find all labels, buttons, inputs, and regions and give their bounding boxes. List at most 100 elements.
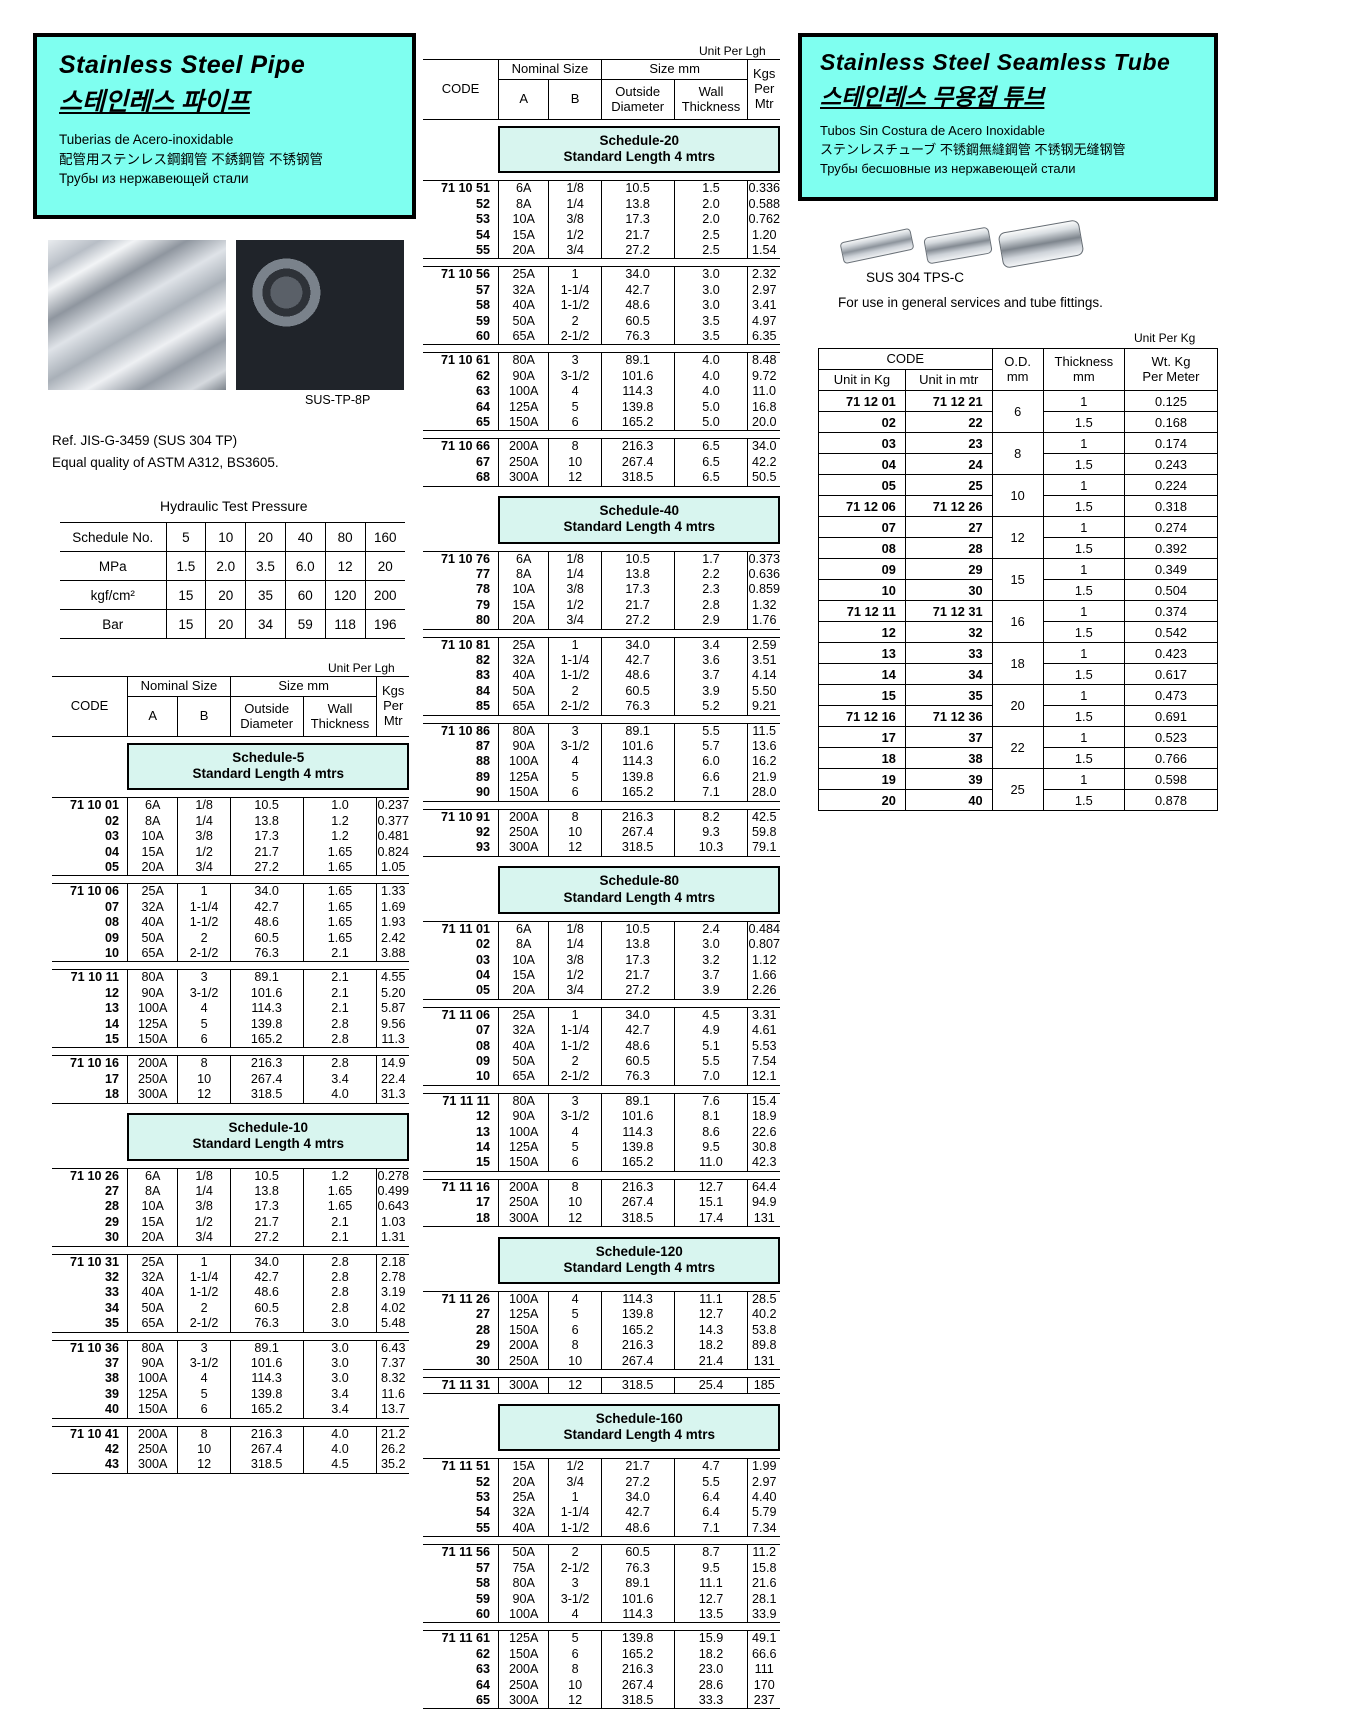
- spec-data-row: 14 125A 5 139.8 9.5 30.8: [423, 1140, 780, 1156]
- cell-code: 03: [52, 829, 128, 845]
- spec-data-row: 77 8A 1/4 13.8 2.2 0.636: [423, 566, 780, 583]
- cell-outside-diameter: 114.3: [229, 1371, 304, 1387]
- spec-data-row: 71 11 51 15A 1/2 21.7 4.7 1.99: [423, 1458, 780, 1475]
- cell-code: 54: [423, 1505, 499, 1521]
- cell-outside-diameter: 318.5: [600, 1376, 675, 1395]
- cell-code: 60: [423, 329, 499, 346]
- cell-nominal-a: 6A: [126, 797, 179, 814]
- cell-wall-thickness: 2.9: [673, 613, 749, 630]
- left-unit-label: Unit Per Lgh: [328, 661, 395, 675]
- spec-data-row: 29 200A 8 216.3 18.2 89.8: [423, 1338, 780, 1354]
- cell-kgs-per-mtr: 22.4: [376, 1071, 409, 1088]
- group-spacer: [52, 1246, 409, 1254]
- cell-wall-thickness: 12.7: [673, 1178, 749, 1196]
- cell-code: 04: [423, 967, 499, 984]
- cell-nominal-a: 90A: [497, 1109, 550, 1125]
- reference-standard-line2: Equal quality of ASTM A312, BS3605.: [52, 455, 279, 470]
- tube-cell-code-mtr: 32: [904, 621, 993, 643]
- cell-kgs-per-mtr: 28.1: [747, 1591, 780, 1607]
- cell-nominal-a: 200A: [126, 1425, 179, 1443]
- cell-outside-diameter: 216.3: [229, 1425, 304, 1443]
- cell-code: 02: [423, 937, 499, 953]
- cell-kgs-per-mtr: 2.42: [376, 930, 409, 947]
- cell-code: 13: [423, 1124, 499, 1141]
- cell-nominal-a: 90A: [497, 739, 550, 755]
- cell-nominal-a: 250A: [497, 1195, 550, 1211]
- cell-nominal-a: 80A: [126, 969, 179, 986]
- tube-cell-od: 25: [991, 768, 1044, 811]
- spec-data-row: 12 90A 3-1/2 101.6 8.1 18.9: [423, 1109, 780, 1125]
- cell-wall-thickness: 7.1: [673, 785, 749, 802]
- hydraulic-test-title: Hydraulic Test Pressure: [160, 498, 308, 514]
- cell-code: 71 10 11: [52, 969, 128, 986]
- group-spacer: [423, 1085, 780, 1093]
- cell-nominal-a: 300A: [497, 1376, 550, 1395]
- tube-cell-code-mtr: 35: [904, 684, 993, 706]
- spec-data-row: 07 32A 1-1/4 42.7 4.9 4.61: [423, 1023, 780, 1039]
- cell-outside-diameter: 27.2: [229, 1230, 304, 1247]
- cell-outside-diameter: 17.3: [229, 1199, 304, 1215]
- cell-outside-diameter: 27.2: [229, 860, 304, 877]
- tube-cell-od: 8: [991, 432, 1044, 475]
- cell-code: 28: [423, 1322, 499, 1339]
- spec-data-row: 71 11 11 80A 3 89.1 7.6 15.4: [423, 1092, 780, 1110]
- tube-subtitle-spanish: Tubos Sin Costura de Acero Inoxidable: [820, 123, 1045, 138]
- spec-data-row: 85 65A 2-1/2 76.3 5.2 9.21: [423, 699, 780, 716]
- cell-wall-thickness: 9.5: [673, 1140, 749, 1156]
- cell-nominal-a: 150A: [497, 1322, 550, 1339]
- spec-data-row: 54 32A 1-1/4 42.7 6.4 5.79: [423, 1505, 780, 1521]
- cell-nominal-a: 25A: [497, 1490, 550, 1506]
- cell-code: 15: [52, 1032, 128, 1049]
- spec-data-row: 79 15A 1/2 21.7 2.8 1.32: [423, 597, 780, 614]
- cell-kgs-per-mtr: 131: [747, 1353, 780, 1370]
- cell-kgs-per-mtr: 11.2: [747, 1544, 780, 1561]
- cell-nominal-b: 1/8: [548, 550, 602, 567]
- cell-kgs-per-mtr: 1.66: [747, 967, 780, 984]
- pipe-photo-caption: SUS-TP-8P: [305, 393, 371, 407]
- cell-nominal-b: 6: [177, 1032, 231, 1049]
- col-header-outside-diameter: Outside Diameter: [229, 696, 304, 737]
- pipe-subtitle-spanish: Tuberias de Acero-inoxidable: [59, 132, 234, 147]
- hydraulic-cell: 40: [284, 522, 326, 552]
- schedule-subtitle: Standard Length 4 mtrs: [563, 1259, 715, 1275]
- cell-nominal-a: 8A: [497, 937, 550, 953]
- cell-code: 04: [52, 844, 128, 860]
- cell-nominal-b: 1: [177, 1253, 231, 1270]
- spec-data-row: 67 250A 10 267.4 6.5 42.2: [423, 454, 780, 471]
- schedule-bar-row: Schedule-40 Standard Length 4 mtrs: [423, 490, 780, 551]
- cell-kgs-per-mtr: 42.3: [747, 1155, 780, 1172]
- hydraulic-row-label: MPa: [60, 551, 167, 581]
- cell-nominal-a: 100A: [497, 754, 550, 770]
- spec-data-row: 63 100A 4 114.3 4.0 11.0: [423, 384, 780, 400]
- tube-cell-thickness: 1.5: [1042, 411, 1125, 433]
- cell-nominal-b: 6: [548, 1646, 602, 1663]
- spec-data-row: 82 32A 1-1/4 42.7 3.6 3.51: [423, 653, 780, 669]
- cell-nominal-a: 150A: [126, 1032, 179, 1049]
- cell-nominal-b: 12: [548, 1376, 602, 1395]
- cell-code: 42: [52, 1442, 128, 1458]
- tube-cell-thickness: 1.5: [1042, 789, 1125, 811]
- cell-kgs-per-mtr: 2.26: [747, 983, 780, 1000]
- cell-kgs-per-mtr: 5.53: [747, 1038, 780, 1054]
- schedule-subtitle: Standard Length 4 mtrs: [192, 766, 344, 782]
- cell-kgs-per-mtr: 11.3: [376, 1032, 409, 1049]
- cell-wall-thickness: 9.3: [673, 825, 749, 841]
- cell-nominal-b: 3: [177, 1339, 231, 1357]
- cell-outside-diameter: 165.2: [600, 415, 675, 432]
- group-spacer: [423, 715, 780, 723]
- cell-wall-thickness: 8.7: [673, 1544, 749, 1561]
- tube-cell-code-mtr: 40: [904, 789, 993, 811]
- cell-kgs-per-mtr: 170: [747, 1677, 780, 1693]
- tube-cell-code-kg: 71 12 11: [818, 600, 906, 622]
- cell-nominal-a: 8A: [497, 566, 550, 583]
- spec-data-row: 71 11 06 25A 1 34.0 4.5 3.31: [423, 1006, 780, 1024]
- cell-outside-diameter: 48.6: [600, 1520, 675, 1538]
- cell-code: 12: [423, 1109, 499, 1125]
- cell-outside-diameter: 139.8: [229, 1386, 304, 1403]
- hydraulic-cell: 20: [205, 609, 247, 639]
- cell-kgs-per-mtr: 237: [747, 1692, 780, 1709]
- cell-wall-thickness: 3.4: [302, 1386, 378, 1403]
- cell-kgs-per-mtr: 4.97: [747, 313, 780, 330]
- cell-wall-thickness: 8.2: [673, 808, 749, 826]
- col-header-nominal-a: A: [126, 696, 179, 737]
